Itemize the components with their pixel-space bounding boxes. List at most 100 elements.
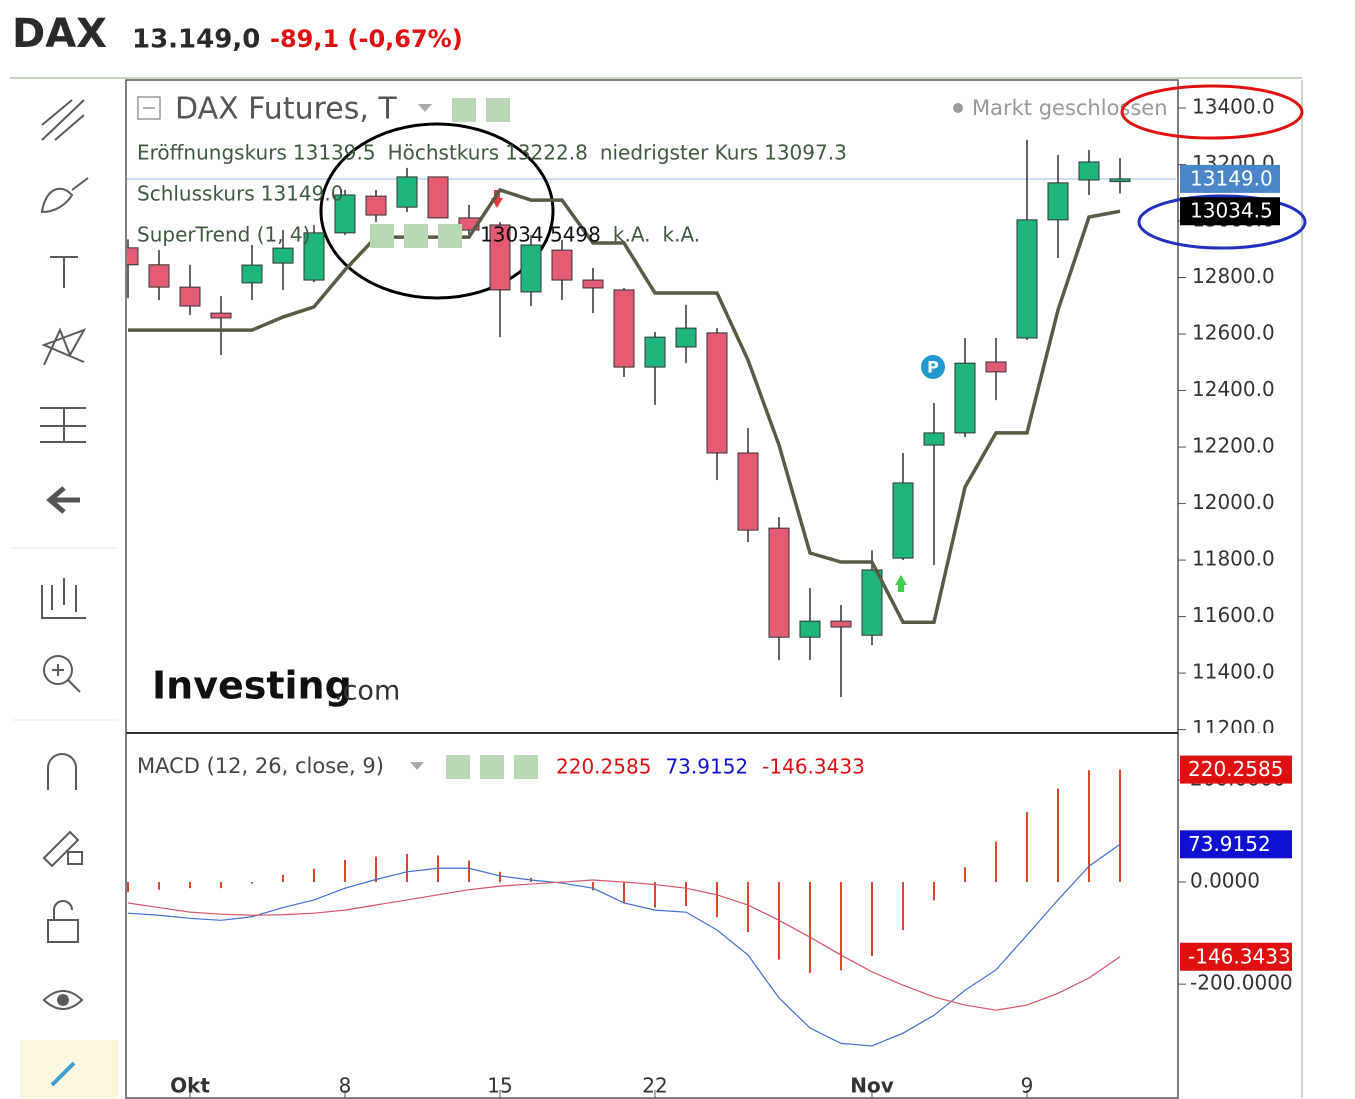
market-status: Markt geschlossen: [972, 96, 1168, 120]
x-tick-label: Nov: [850, 1074, 894, 1098]
tool-magnet[interactable]: [47, 753, 77, 790]
plot-frame: [125, 79, 1179, 1099]
candle-body: [427, 176, 449, 219]
candle-body: [241, 264, 263, 284]
macd-line: [127, 843, 1121, 1047]
collapse-btn[interactable]: [137, 96, 161, 120]
btn-settings[interactable]: [486, 98, 510, 122]
dropdown[interactable]: [410, 762, 424, 770]
price-tag: [1180, 164, 1280, 193]
candle-body: [551, 249, 573, 281]
buy-arrow: [895, 575, 907, 592]
legend-value: 220.2585: [556, 755, 651, 779]
candle-body: [210, 312, 232, 319]
value-tag-label: -146.3433: [1188, 944, 1291, 968]
btn: [404, 224, 428, 248]
legend-label: niedrigster Kurs: [600, 141, 758, 165]
price-tag-label: 13034.5: [1190, 199, 1273, 223]
annotation-blue: [1137, 194, 1307, 250]
y-tick-label: 12600.0: [1192, 321, 1275, 345]
btn: [438, 224, 462, 248]
y-tick-label: 0.0000: [1190, 869, 1260, 893]
logo-suffix: .com: [334, 676, 400, 707]
tool-back[interactable]: [46, 486, 80, 514]
tool-brush[interactable]: [40, 177, 89, 214]
btn-visibility[interactable]: [446, 755, 470, 779]
candle-body: [127, 247, 139, 266]
candle-body: [923, 432, 945, 446]
candle-body: [334, 194, 356, 234]
price: 13.149,0: [132, 25, 260, 55]
tool-link[interactable]: [50, 1061, 76, 1087]
y-tick-label: 12000.0: [1192, 490, 1275, 514]
price-plot: [127, 139, 1131, 698]
symbol: DAX: [12, 11, 107, 57]
dropdown[interactable]: [418, 104, 432, 112]
btn-remove[interactable]: [514, 755, 538, 779]
y-tick-label: 11800.0: [1192, 547, 1275, 571]
price-tag: [1180, 197, 1280, 226]
candle-body: [148, 264, 170, 288]
x-tick-label: 15: [487, 1074, 512, 1098]
sell-arrow: [491, 190, 503, 208]
tool-zoom[interactable]: [43, 655, 81, 693]
y-tick-label: 11200.0: [1192, 716, 1275, 740]
legend-title: DAX Futures, T: [175, 92, 397, 127]
macd-title: MACD (12, 26, close, 9): [137, 754, 384, 778]
btn-settings[interactable]: [480, 755, 504, 779]
candle-body: [1078, 161, 1100, 181]
candle-body: [706, 332, 728, 454]
tool-text[interactable]: [50, 256, 78, 288]
legend-value: 13139.5: [293, 141, 376, 165]
legend-label: SuperTrend (1, 4): [137, 223, 310, 247]
change: -89,1 (-0,67%): [270, 25, 463, 53]
tool-pattern[interactable]: [41, 327, 87, 366]
x-tick-label: 22: [642, 1074, 667, 1098]
tool-eye[interactable]: [42, 990, 84, 1010]
candle-body: [1016, 219, 1038, 339]
x-tick-label: 8: [339, 1074, 352, 1098]
candle-body: [985, 361, 1007, 373]
tool-fib[interactable]: [40, 407, 86, 443]
y-tick-label: 11400.0: [1192, 660, 1275, 684]
p-marker-label: P: [927, 358, 939, 377]
candle-body: [861, 569, 883, 636]
y-tick-label: 11600.0: [1192, 603, 1275, 627]
macd-line: [127, 879, 1121, 1011]
value-tag: [1180, 830, 1292, 859]
annotation-circle: [319, 122, 555, 300]
candle-body: [520, 244, 542, 293]
price-tag-label: 13149.0: [1190, 166, 1273, 190]
btn-visibility[interactable]: [452, 98, 476, 122]
tool-lock-draw[interactable]: [42, 830, 83, 868]
y-tick-label: 12200.0: [1192, 434, 1275, 458]
status-dot: [953, 103, 963, 113]
candle-body: [613, 289, 635, 368]
legend-label: Schlusskurs: [137, 182, 255, 206]
candle-body: [675, 327, 697, 348]
candle-body: [954, 362, 976, 434]
candle-body: [644, 336, 666, 368]
legend-value: -146.3433: [762, 755, 865, 779]
candle-body: [768, 527, 790, 638]
candle-body: [582, 279, 604, 289]
candle-body: [799, 620, 821, 638]
value-tag: [1180, 942, 1292, 971]
candle-body: [272, 247, 294, 264]
y-tick-label: 13400.0: [1192, 94, 1275, 118]
logo-brand: Investing: [152, 664, 352, 708]
tool-lines[interactable]: [41, 99, 85, 141]
y-tick-label: 12400.0: [1192, 377, 1275, 401]
p-marker: [919, 353, 947, 381]
candle-body: [489, 224, 511, 291]
legend-value: 13034.5498: [480, 223, 601, 247]
legend-value: 13097.3: [764, 141, 847, 165]
tool-indicators[interactable]: [41, 578, 86, 619]
toolbar: [12, 99, 118, 1098]
candle-body: [179, 286, 201, 307]
value-tag: [1180, 755, 1292, 784]
value-tag-label: 220.2585: [1188, 757, 1283, 781]
annotation-red: [1120, 84, 1304, 140]
tool-lock[interactable]: [47, 900, 79, 943]
